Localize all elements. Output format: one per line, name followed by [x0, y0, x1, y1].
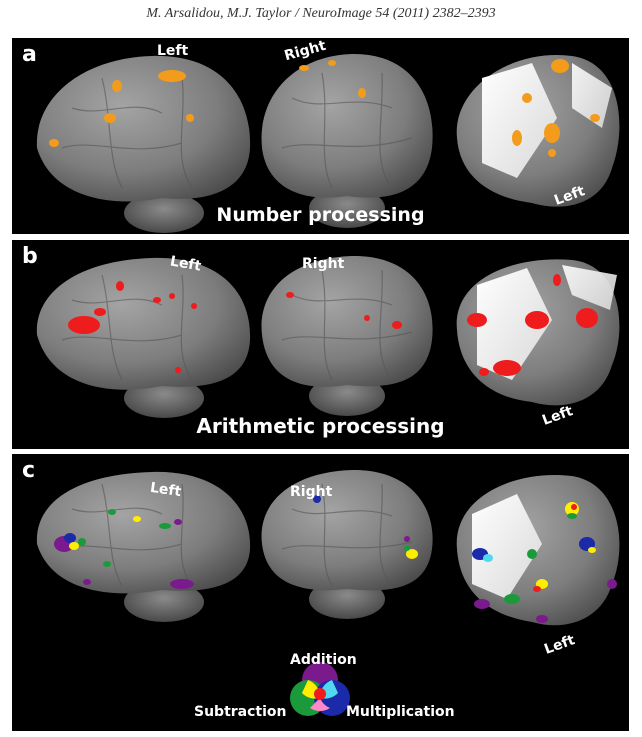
view-label-right: Right	[290, 484, 333, 500]
venn-legend	[290, 662, 350, 716]
legend-subtraction: Subtraction	[194, 704, 287, 720]
brain-oblique	[456, 54, 620, 207]
citation-header: M. Arsalidou, M.J. Taylor / NeuroImage 5…	[146, 6, 496, 21]
panel-caption: Arithmetic processing	[196, 414, 445, 438]
brain-right-lateral	[261, 469, 433, 619]
activation-operations	[54, 495, 617, 623]
brain-left-lateral	[36, 257, 251, 418]
view-label-left: Left	[157, 43, 189, 59]
brain-right-lateral	[261, 53, 433, 228]
brain-views	[36, 255, 620, 418]
brain-left-lateral	[36, 471, 251, 622]
panel-letter: c	[22, 458, 36, 483]
panel-letter: a	[22, 42, 37, 67]
panel-caption: Number processing	[216, 204, 425, 226]
brain-oblique	[456, 259, 620, 406]
legend-multiplication: Multiplication	[346, 704, 455, 720]
view-label-right: Right	[302, 256, 345, 272]
brain-views	[36, 469, 620, 716]
panel-letter: b	[22, 244, 38, 269]
activation-number	[49, 59, 600, 157]
brain-views	[36, 53, 620, 233]
brain-right-lateral	[261, 255, 433, 416]
brain-left-lateral	[36, 55, 251, 233]
panel-b: b	[12, 240, 629, 449]
brain-oblique	[456, 474, 620, 626]
activation-arithmetic	[68, 274, 598, 376]
panel-a: a	[12, 38, 629, 234]
panel-c: c	[12, 454, 629, 731]
legend-addition: Addition	[290, 652, 357, 668]
